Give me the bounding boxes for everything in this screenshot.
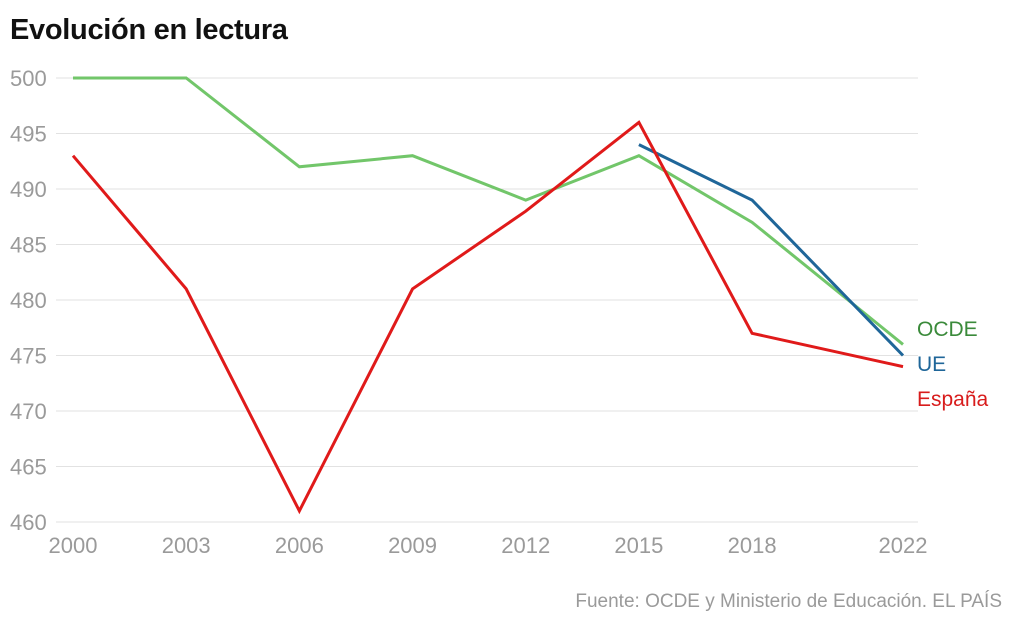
y-tick-label: 490 bbox=[10, 177, 47, 202]
x-tick-label: 2009 bbox=[388, 533, 437, 558]
y-tick-label: 465 bbox=[10, 455, 47, 480]
grid-lines bbox=[56, 77, 918, 523]
x-tick-label: 2006 bbox=[275, 533, 324, 558]
label-ocde: OCDE bbox=[917, 318, 978, 341]
x-tick-label: 2018 bbox=[728, 533, 777, 558]
series-line-ue bbox=[638, 143, 905, 357]
y-tick-label: 480 bbox=[10, 288, 47, 313]
x-tick-label: 2015 bbox=[614, 533, 663, 558]
chart-title: Evolución en lectura bbox=[10, 14, 288, 46]
source-note: Fuente: OCDE y Ministerio de Educación. … bbox=[575, 591, 1002, 612]
label-ue: UE bbox=[917, 353, 946, 376]
y-tick-label: 460 bbox=[10, 510, 47, 535]
x-tick-label: 2000 bbox=[49, 533, 98, 558]
y-tick-label: 500 bbox=[10, 66, 47, 91]
x-tick-label: 2022 bbox=[879, 533, 928, 558]
x-tick-label: 2012 bbox=[501, 533, 550, 558]
x-tick-label: 2003 bbox=[162, 533, 211, 558]
series-lines bbox=[71, 76, 905, 515]
x-axis-ticks: 2000 2003 2006 2009 2012 2015 2018 2022 bbox=[49, 533, 928, 558]
y-tick-label: 470 bbox=[10, 399, 47, 424]
series-line-ocde bbox=[73, 76, 904, 346]
label-espana: España bbox=[917, 388, 989, 411]
series-labels: OCDE UE España bbox=[917, 318, 989, 411]
y-tick-label: 475 bbox=[10, 344, 47, 369]
y-tick-label: 495 bbox=[10, 122, 47, 147]
y-tick-label: 485 bbox=[10, 233, 47, 258]
y-axis-ticks: 460 465 470 475 480 485 490 495 500 bbox=[10, 66, 47, 535]
series-line-espana bbox=[71, 120, 904, 515]
